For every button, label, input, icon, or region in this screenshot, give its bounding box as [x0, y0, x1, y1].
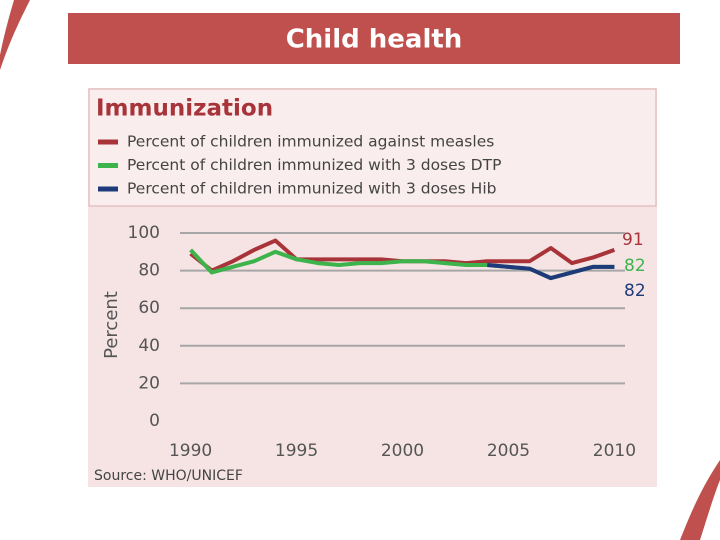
- x-tick-label: 1995: [275, 441, 318, 461]
- chart-title: Immunization: [96, 96, 273, 122]
- end-label: 91: [622, 230, 644, 250]
- x-tick-label: 2000: [381, 441, 424, 461]
- y-tick-label: 60: [138, 298, 160, 318]
- y-tick-label: 20: [138, 373, 160, 393]
- legend-label: Percent of children immunized against me…: [127, 133, 494, 151]
- y-tick-label: 0: [149, 411, 160, 431]
- legend-swatch: [98, 163, 118, 168]
- x-tick-label: 2005: [487, 441, 530, 461]
- x-tick-label: 2010: [593, 441, 636, 461]
- series-line: [487, 262, 615, 281]
- y-tick-label: 80: [138, 261, 160, 281]
- y-tick-label: 40: [138, 336, 160, 356]
- x-tick-label: 1990: [169, 441, 212, 461]
- end-label: 82: [624, 281, 646, 301]
- title-banner: [68, 13, 680, 64]
- legend-box: [88, 88, 657, 207]
- legend-label: Percent of children immunized with 3 dos…: [127, 156, 501, 174]
- end-label: 82: [624, 256, 646, 276]
- decoration: [0, 0, 30, 70]
- legend-swatch: [98, 139, 118, 145]
- y-axis-label: Percent: [101, 291, 122, 359]
- source: Source: WHO/UNICEF: [94, 468, 243, 484]
- decoration: [680, 460, 720, 540]
- legend-label: Percent of children immunized with 3 dos…: [127, 180, 496, 198]
- y-tick-label: 100: [128, 223, 160, 243]
- legend-swatch: [98, 186, 118, 192]
- slide-title: Child health: [286, 25, 463, 55]
